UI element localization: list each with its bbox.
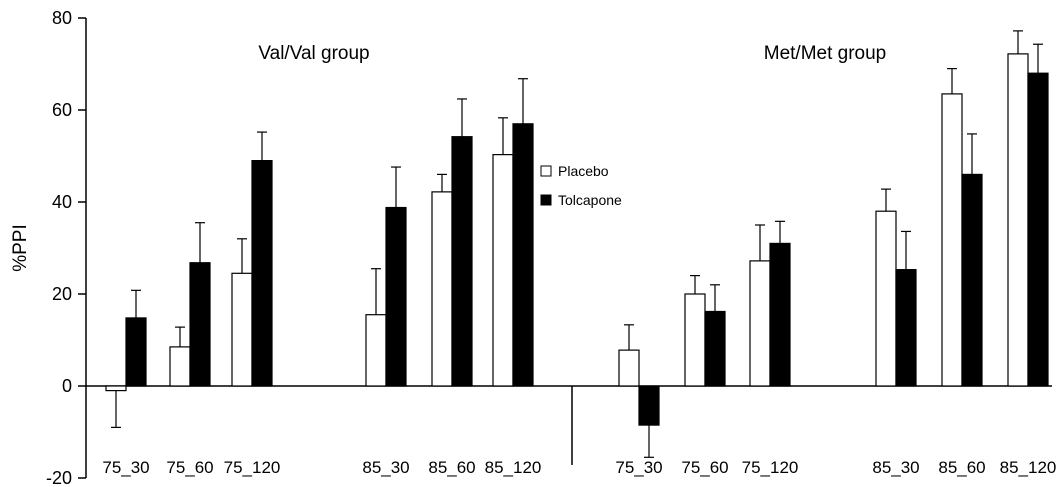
category-label: 85_120 (1000, 458, 1057, 477)
y-tick-label: 80 (52, 8, 72, 28)
tolcapone-bar (1027, 72, 1049, 387)
tolcapone-bar (704, 310, 726, 387)
legend-swatch-tolcapone (540, 194, 552, 206)
tolcapone-bar (769, 242, 791, 387)
category-label: 85_60 (428, 458, 475, 477)
tolcapone-bar (961, 173, 983, 387)
placebo-bar (105, 385, 127, 392)
tolcapone-bar (638, 385, 660, 426)
legend-label-tolcapone: Tolcapone (558, 192, 622, 208)
category-label: 75_60 (166, 458, 213, 477)
placebo-bar (941, 93, 963, 387)
placebo-bar (749, 260, 771, 387)
tolcapone-bar (451, 136, 473, 387)
placebo-bar (618, 349, 640, 387)
tolcapone-bar (512, 123, 534, 387)
category-label: 85_30 (362, 458, 409, 477)
y-tick-label: 0 (62, 376, 72, 396)
tolcapone-bar (125, 317, 147, 387)
placebo-bar (169, 346, 191, 387)
y-tick-label: 40 (52, 192, 72, 212)
placebo-bar (365, 314, 387, 387)
group-label: Met/Met group (764, 43, 887, 64)
tolcapone-bar (895, 269, 917, 387)
tolcapone-bar (189, 262, 211, 387)
legend-label-placebo: Placebo (558, 163, 609, 179)
tolcapone-bar (385, 206, 407, 387)
legend-swatch-placebo (540, 165, 552, 177)
y-tick-label: 20 (52, 284, 72, 304)
category-label: 85_30 (872, 458, 919, 477)
category-label: 85_60 (938, 458, 985, 477)
category-label: 75_120 (742, 458, 799, 477)
placebo-bar (492, 154, 514, 387)
placebo-bar (1007, 53, 1029, 387)
placebo-bar (875, 210, 897, 387)
y-tick-label: 60 (52, 100, 72, 120)
y-axis-label: %PPI (10, 224, 31, 272)
placebo-bar (684, 293, 706, 387)
category-label: 75_120 (224, 458, 281, 477)
category-label: 75_30 (102, 458, 149, 477)
category-label: 85_120 (485, 458, 542, 477)
placebo-bar (231, 272, 253, 387)
category-label: 75_60 (681, 458, 728, 477)
group-label: Val/Val group (258, 43, 369, 64)
y-tick-label: -20 (46, 468, 72, 487)
category-label: 75_30 (615, 458, 662, 477)
placebo-bar (431, 191, 453, 387)
tolcapone-bar (251, 160, 273, 387)
